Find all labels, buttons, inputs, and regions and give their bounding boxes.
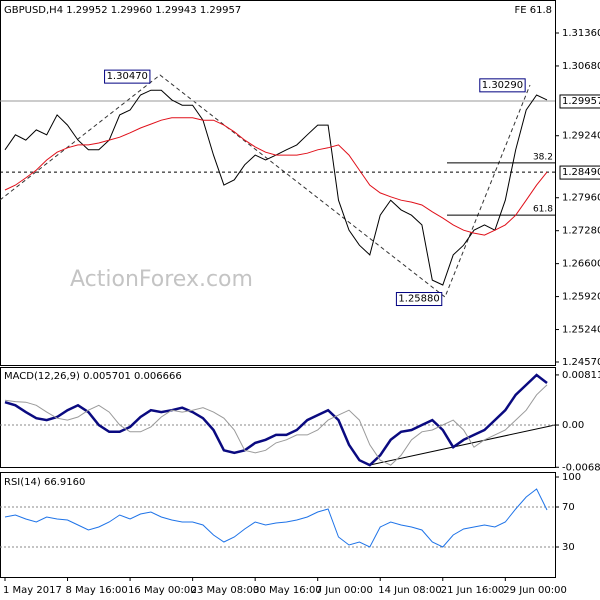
y-tick-label: 1.30680 xyxy=(562,61,600,72)
label-box xyxy=(479,78,526,93)
x-tick-label: 16 May 00:00 xyxy=(128,585,197,596)
annotation: 1.30290 xyxy=(482,80,523,91)
y-tick-label: 0.00 xyxy=(562,420,584,431)
x-tick-label: 1 May 2017 xyxy=(3,585,62,596)
y-tick-label: 1.31360 xyxy=(562,28,600,39)
label-box xyxy=(104,69,151,84)
x-tick-label: 7 Jun 00:00 xyxy=(316,585,373,596)
y-tick-label: -0.006844 xyxy=(562,462,600,473)
y-tick-label: 0.008118 xyxy=(562,370,600,381)
series-line xyxy=(4,373,548,467)
x-tick-label: 23 May 08:00 xyxy=(191,585,260,596)
fib-label: 38.2 xyxy=(533,152,553,162)
y-tick-label: 1.25920 xyxy=(562,292,600,303)
x-tick-label: 8 May 16:00 xyxy=(66,585,128,596)
y-tick-label: 1.24570 xyxy=(562,357,600,368)
y-tick-label: 70 xyxy=(562,502,575,513)
series-line xyxy=(4,384,548,466)
trend-lines xyxy=(0,74,531,298)
x-tick-label: 21 Jun 16:00 xyxy=(441,585,505,596)
y-tick-label: 1.27280 xyxy=(562,226,600,237)
y-tick-label: 1.27960 xyxy=(562,193,600,204)
price-label: 1.29957 xyxy=(562,96,600,107)
series-line xyxy=(4,117,548,236)
panel-title: RSI(14) 66.9160 xyxy=(4,477,85,488)
series-line xyxy=(4,488,548,548)
price-label: 1.28490 xyxy=(562,167,600,178)
panel-title: MACD(12,26,9) 0.005701 0.006666 xyxy=(4,371,182,382)
label-box xyxy=(559,165,600,180)
main-panel xyxy=(0,0,556,366)
annotation: 1.25880 xyxy=(398,294,439,305)
series-line xyxy=(4,89,548,286)
x-tick-label: 30 May 16:00 xyxy=(253,585,322,596)
corner-label: FE 61.8 xyxy=(514,5,552,16)
label-box xyxy=(559,94,600,109)
x-tick-label: 29 Jun 00:00 xyxy=(503,585,567,596)
y-tick-label: 30 xyxy=(562,542,575,553)
panel-title: GBPUSD,H4 1.29952 1.29960 1.29943 1.2995… xyxy=(4,5,241,16)
y-tick-label: 1.25240 xyxy=(562,325,600,336)
y-tick-label: 1.26600 xyxy=(562,259,600,270)
fib-label: 61.8 xyxy=(533,205,553,215)
x-tick-label: 14 Jun 08:00 xyxy=(378,585,442,596)
label-box xyxy=(395,292,443,307)
rsi-panel xyxy=(0,472,556,578)
macd-trendline xyxy=(369,424,556,466)
watermark: ActionForex.com xyxy=(70,267,253,292)
macd-panel xyxy=(0,367,556,468)
y-tick-label: 1.29240 xyxy=(562,131,600,142)
y-tick-label: 100 xyxy=(562,472,581,483)
annotation: 1.30470 xyxy=(107,71,148,82)
